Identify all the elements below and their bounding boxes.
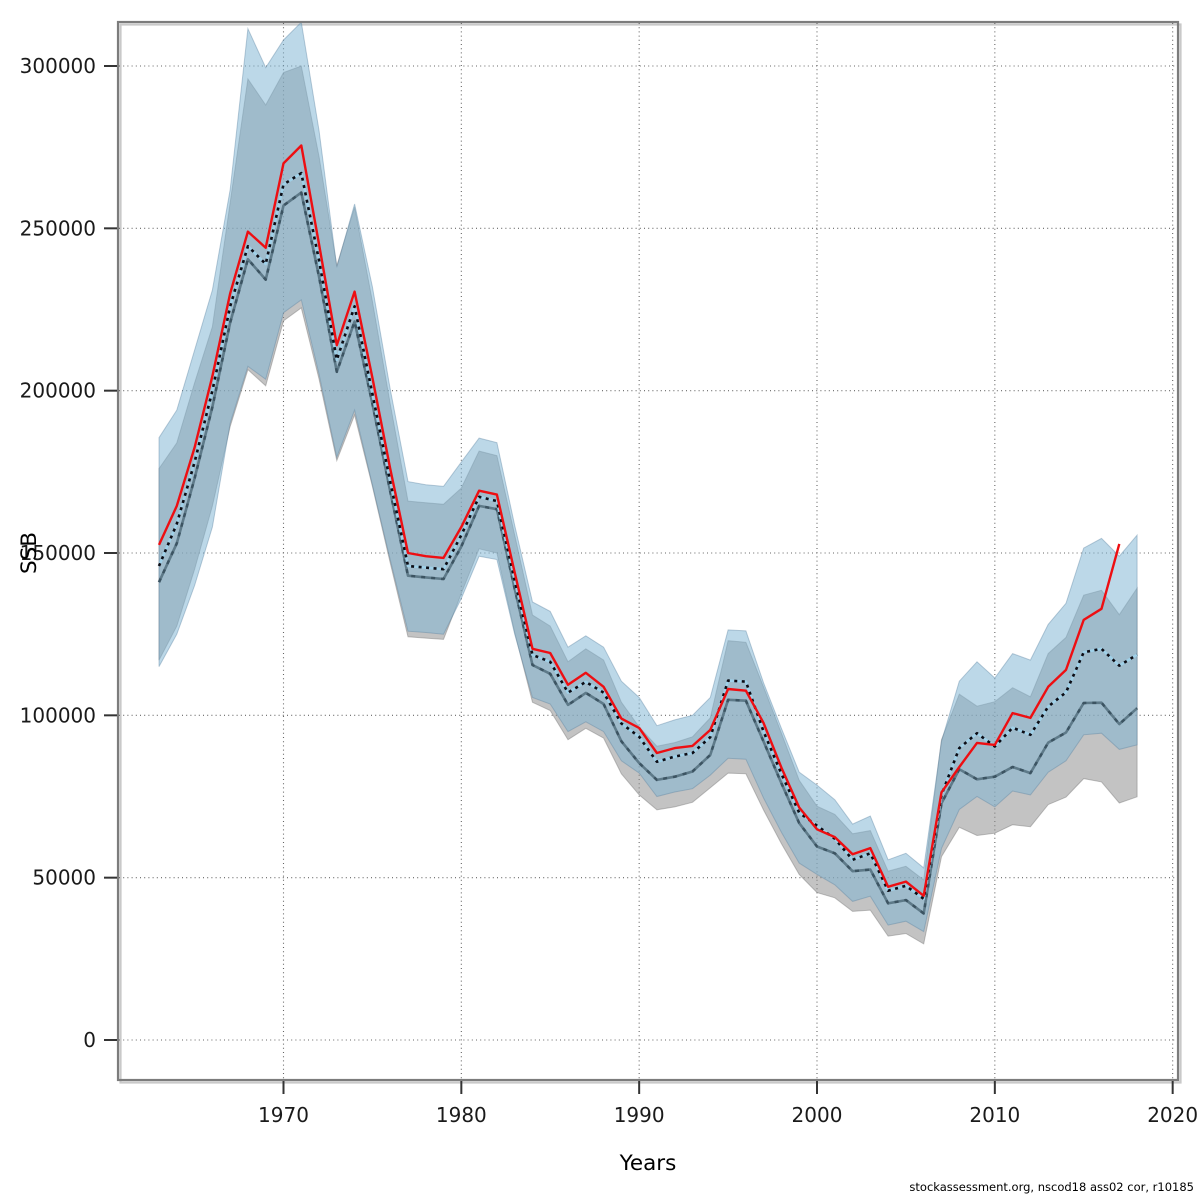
x-tick-label: 1990 bbox=[614, 1103, 665, 1127]
y-tick-label: 0 bbox=[83, 1028, 96, 1052]
y-tick-label: 200000 bbox=[20, 379, 96, 403]
gray-run-line-texture bbox=[157, 191, 1138, 915]
y-tick-label: 100000 bbox=[20, 703, 96, 727]
plot-frame bbox=[116, 20, 1180, 1082]
estimate-line bbox=[157, 171, 1138, 901]
tick-layer bbox=[104, 65, 1174, 1094]
y-tick-label: 150000 bbox=[20, 541, 96, 565]
x-tick-label: 2000 bbox=[792, 1103, 843, 1127]
x-tick-label: 2010 bbox=[969, 1103, 1020, 1127]
x-tick-label: 1970 bbox=[258, 1103, 309, 1127]
red-run-line bbox=[157, 144, 1121, 897]
x-axis-title: Years bbox=[619, 1151, 677, 1176]
tick-label-layer: 1970 1980 1990 2000 2010 2020 0 50000 100000 1500… bbox=[20, 54, 1198, 1127]
plot-frame-shadow bbox=[119, 23, 1182, 1084]
y-tick-label: 50000 bbox=[32, 866, 96, 890]
x-tick-label: 2020 bbox=[1147, 1103, 1198, 1127]
frame-layer bbox=[116, 20, 1180, 1082]
y-tick-label: 250000 bbox=[20, 216, 96, 240]
frame-shadow-layer bbox=[119, 23, 1182, 1084]
footer-credit: stockassessment.org, nscod18 ass02 cor, … bbox=[909, 1180, 1194, 1194]
y-tick-label: 300000 bbox=[20, 54, 96, 78]
data-layer bbox=[157, 22, 1138, 945]
y-axis-title: SSB bbox=[17, 532, 42, 574]
x-tick-label: 1980 bbox=[436, 1103, 487, 1127]
